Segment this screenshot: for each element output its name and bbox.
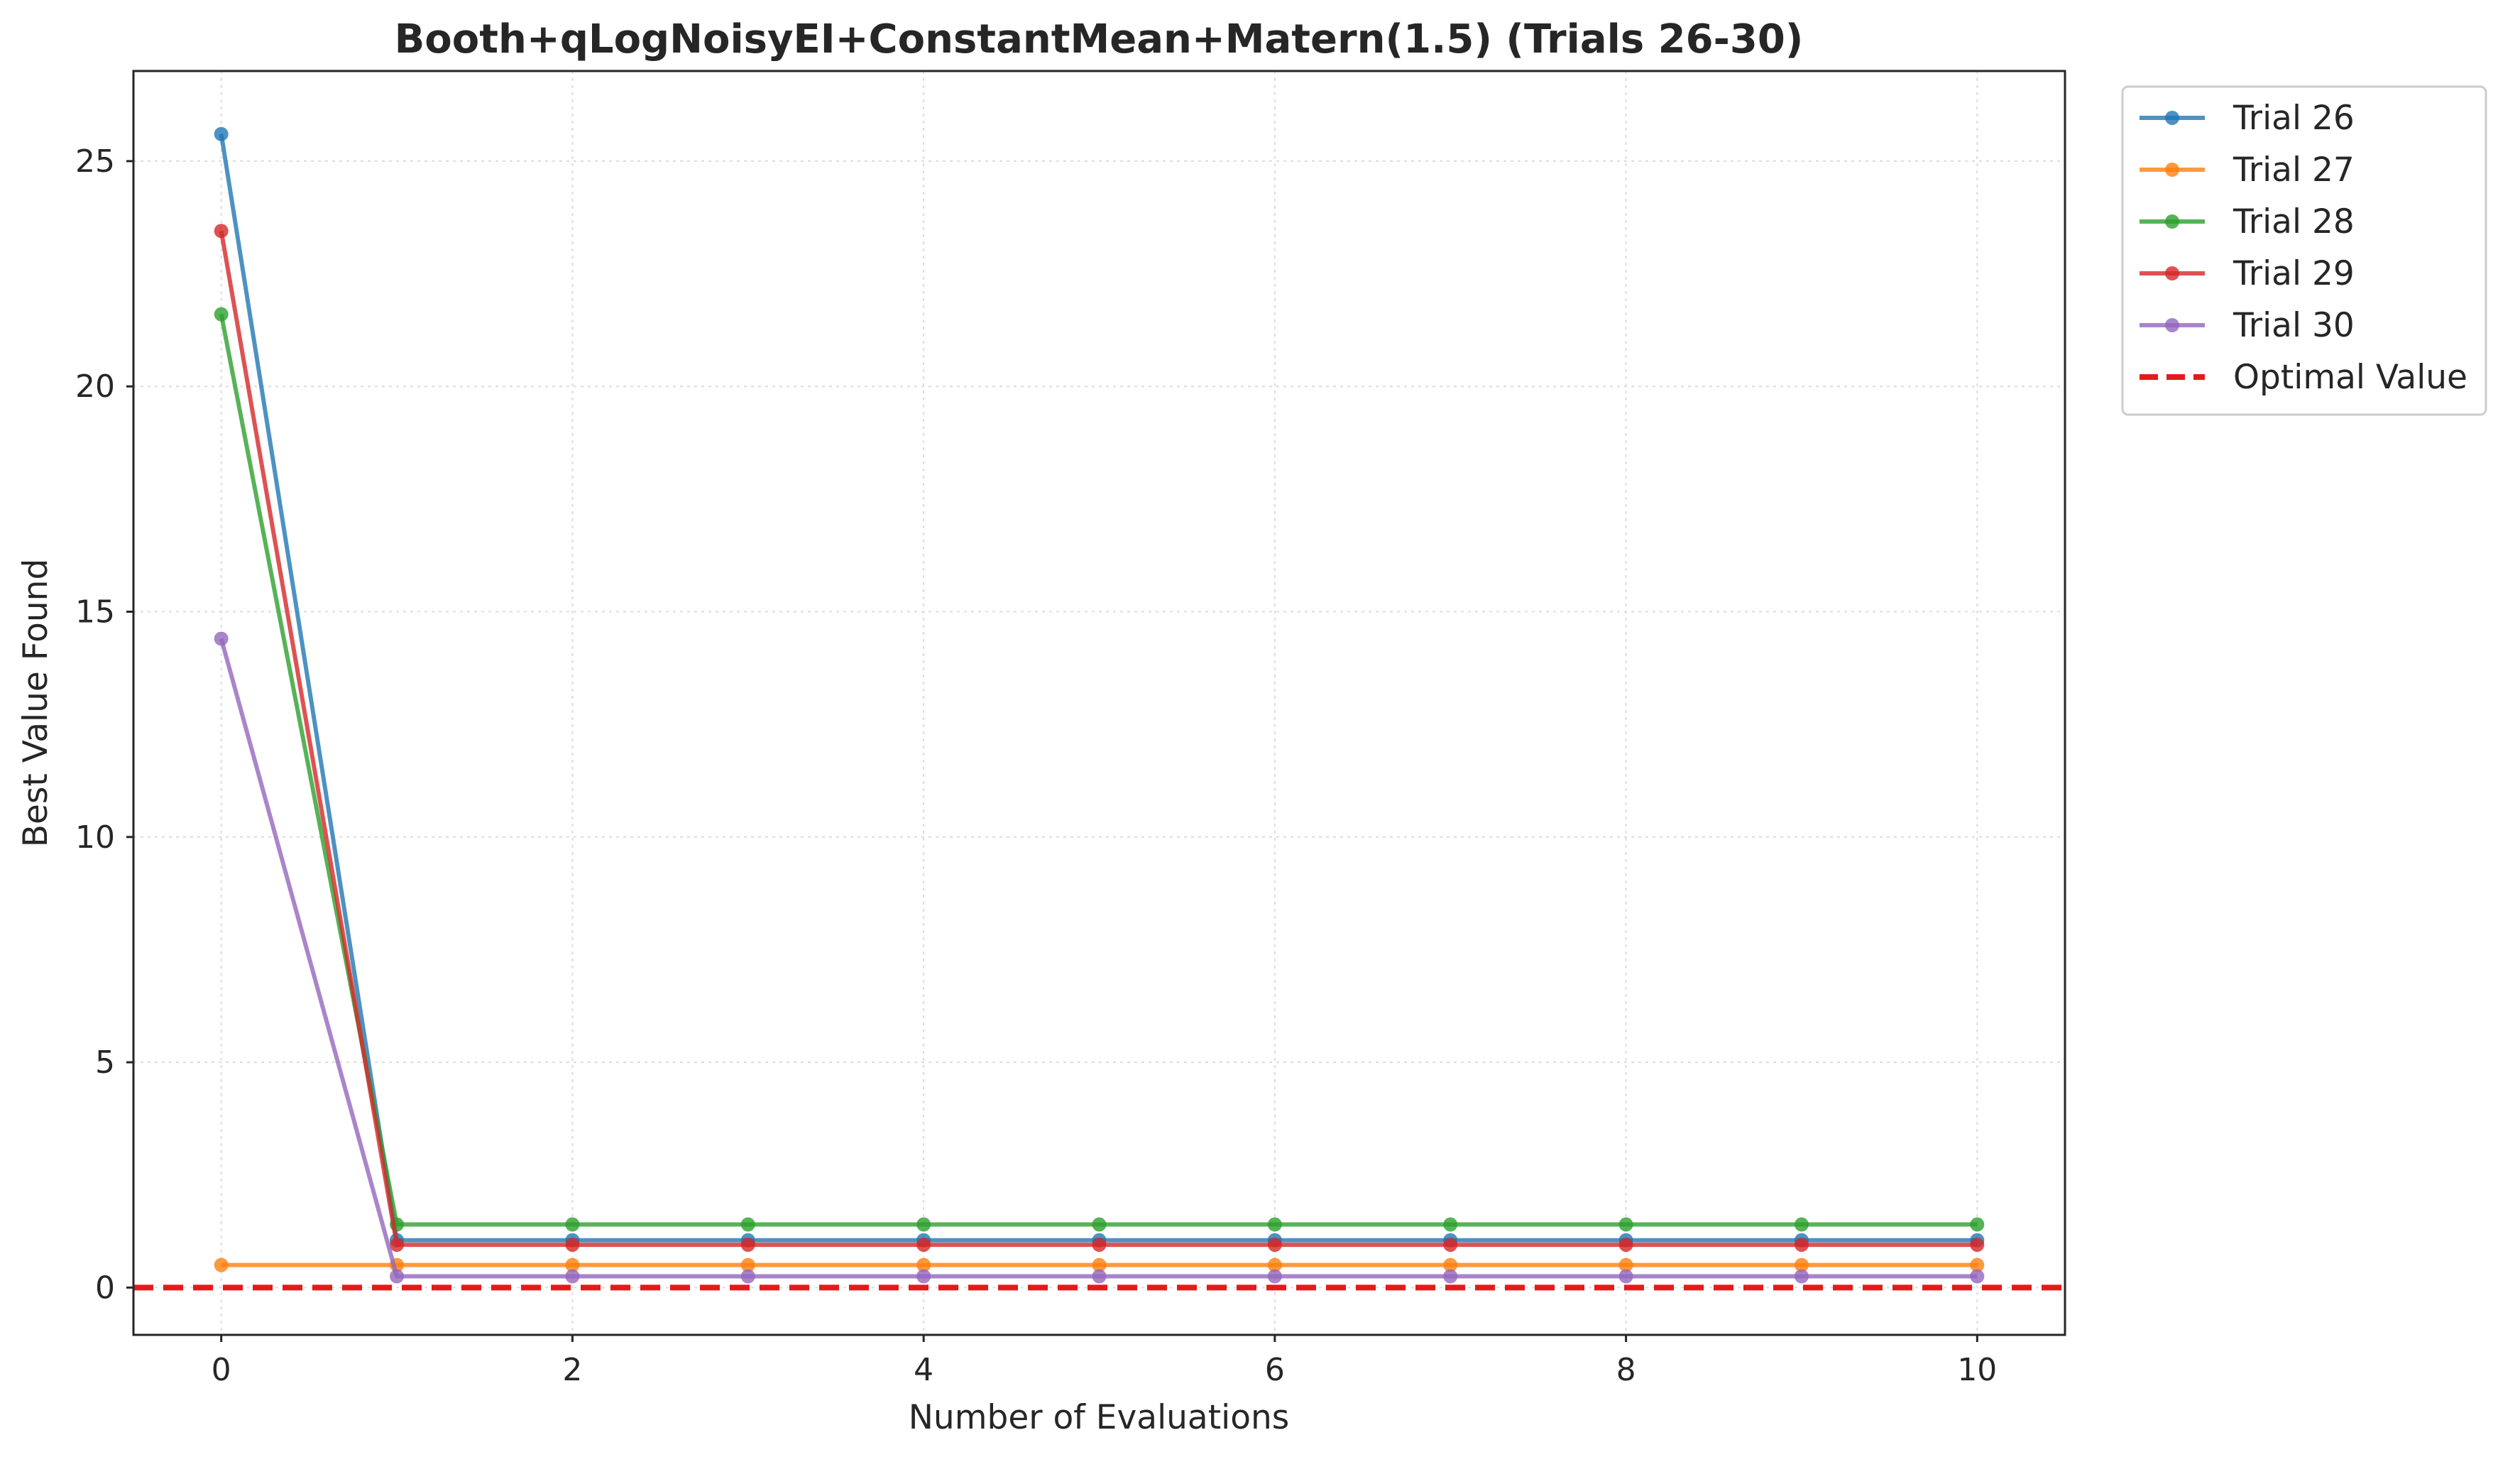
legend-label-5: Trial 30 [2233,306,2355,345]
series-2-point-2 [565,1257,580,1272]
series-5-point-3 [740,1269,755,1284]
series-3-point-6 [1267,1217,1282,1232]
plot-frame [132,70,2066,1336]
x-tick-label-6: 6 [1265,1352,1285,1388]
series-2-point-7 [1443,1257,1458,1272]
series-4-point-0 [214,224,229,239]
series-3-point-9 [1794,1217,1809,1232]
series-3-point-5 [1092,1217,1107,1232]
y-tick-label-0: 0 [95,1270,115,1306]
series-layer [133,126,2065,1291]
series-4-point-6 [1267,1238,1282,1253]
series-1-point-0 [214,126,229,141]
series-4-point-4 [916,1238,931,1253]
chart-title: Booth+qLogNoisyEI+ConstantMean+Matern(1.… [395,16,1804,62]
grid [133,71,2065,1335]
series-4-point-9 [1794,1238,1809,1253]
series-2-point-4 [916,1257,931,1272]
series-2-point-10 [1970,1257,1985,1272]
legend-box [2121,85,2487,416]
y-tick-label-10: 10 [75,819,115,856]
x-tick-label-4: 4 [914,1352,933,1388]
series-3-point-10 [1970,1217,1985,1232]
series-3-point-4 [916,1217,931,1232]
series-2-point-6 [1267,1257,1282,1272]
x-tick-label-0: 0 [212,1352,231,1388]
series-4-point-8 [1618,1238,1633,1253]
legend-marker-5 [2165,318,2179,332]
legend-marker-3 [2165,214,2179,229]
series-4-point-10 [1970,1238,1985,1253]
y-tick-label-25: 25 [75,143,115,180]
series-5-point-6 [1267,1269,1282,1284]
axis-ticks: 0 2 4 6 8 10 0 5 10 15 20 25 [75,143,1997,1388]
series-5 [214,631,1985,1284]
series-3-point-7 [1443,1217,1458,1232]
legend-label-1: Trial 26 [2233,99,2355,138]
legend-label-2: Trial 27 [2233,151,2355,190]
series-5-point-7 [1443,1269,1458,1284]
series-5-point-2 [565,1269,580,1284]
series-3-point-3 [740,1217,755,1232]
series-5-point-0 [214,631,229,646]
series-2-point-0 [214,1257,229,1272]
series-4-point-5 [1092,1238,1107,1253]
series-4-point-1 [390,1238,405,1253]
series-2-point-3 [740,1257,755,1272]
series-3-point-2 [565,1217,580,1232]
series-4-point-7 [1443,1238,1458,1253]
x-tick-label-8: 8 [1616,1352,1636,1388]
series-5-point-5 [1092,1269,1107,1284]
y-tick-label-15: 15 [75,594,115,630]
legend-label-optimal: Optimal Value [2233,358,2467,397]
series-5-point-9 [1794,1269,1809,1284]
series-4-point-2 [565,1238,580,1253]
x-axis-label: Number of Evaluations [909,1398,1289,1437]
series-2-point-9 [1794,1257,1809,1272]
series-5-point-8 [1618,1269,1633,1284]
series-4 [214,224,1985,1253]
series-2-point-8 [1618,1257,1633,1272]
series-3-point-0 [214,307,229,322]
legend-marker-2 [2165,163,2179,177]
series-5-point-1 [390,1269,405,1284]
series-2-point-5 [1092,1257,1107,1272]
y-tick-label-20: 20 [75,369,115,405]
legend-marker-1 [2165,111,2179,125]
series-5-point-4 [916,1269,931,1284]
y-tick-label-5: 5 [95,1044,115,1081]
legend-label-3: Trial 28 [2233,202,2355,241]
x-tick-label-10: 10 [1957,1352,1997,1388]
legend-marker-4 [2165,266,2179,280]
x-tick-label-2: 2 [562,1352,582,1388]
y-axis-label: Best Value Found [16,559,55,848]
series-3-point-8 [1618,1217,1633,1232]
legend: Trial 26 Trial 27 Trial 28 Trial 29 Trial 30… [2121,85,2487,416]
legend-label-4: Trial 29 [2233,254,2355,293]
series-4-point-3 [740,1238,755,1253]
series-5-point-10 [1970,1269,1985,1284]
series-3 [214,307,1985,1232]
